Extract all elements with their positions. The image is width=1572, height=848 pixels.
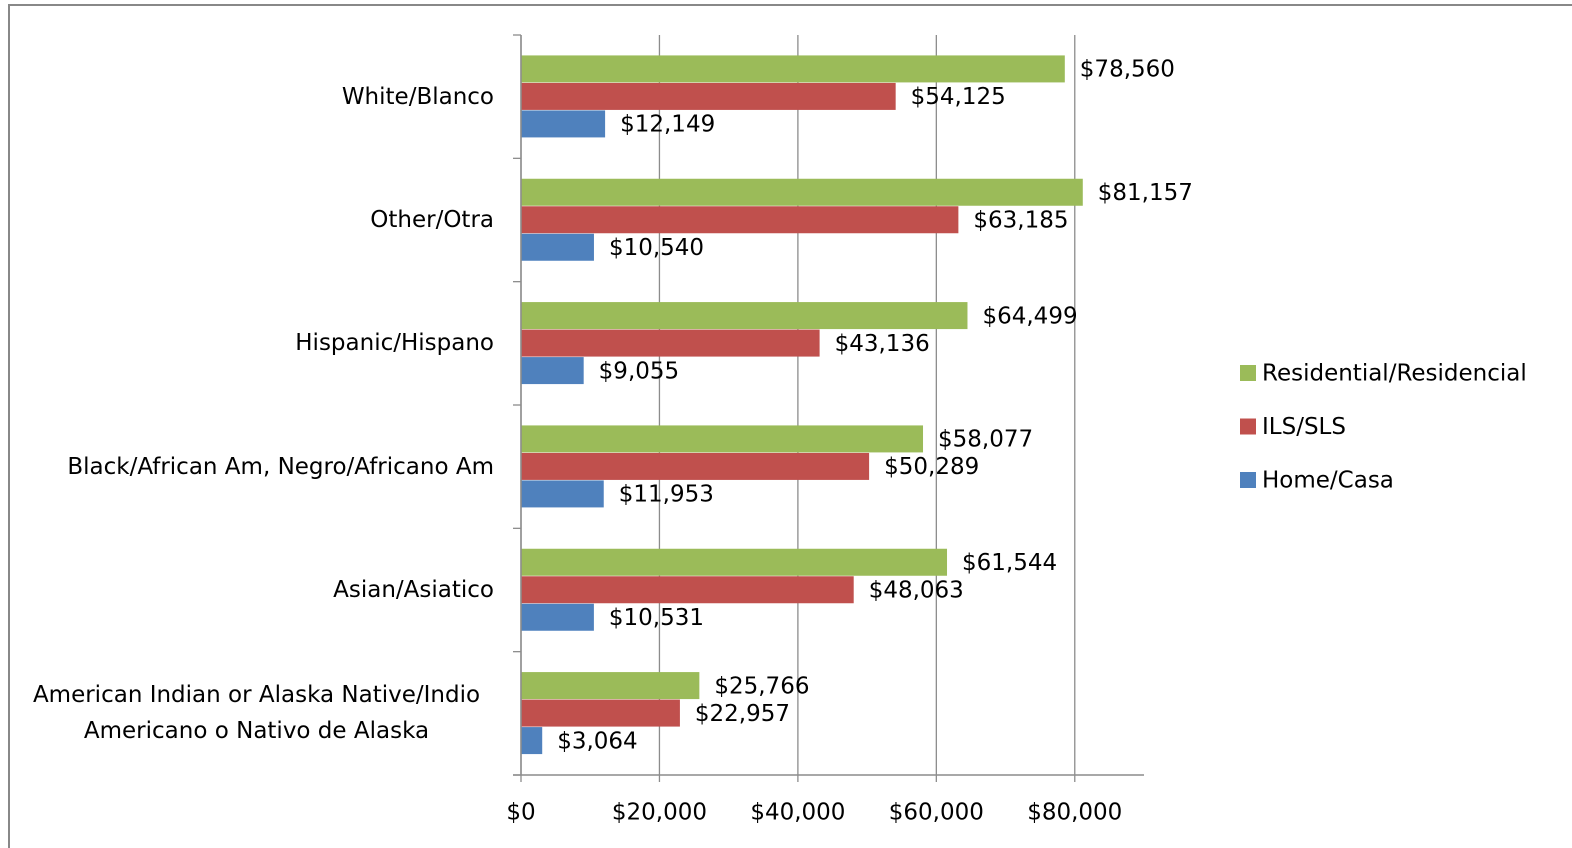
bar	[521, 110, 606, 138]
y-tick-label: Asian/Asiatico	[333, 577, 494, 603]
data-label: $50,289	[884, 454, 979, 480]
data-label: $43,136	[835, 331, 930, 357]
data-label: $10,531	[609, 605, 704, 631]
category-label-box: Hispanic/Hispano	[14, 293, 494, 393]
category-label-box: American Indian or Alaska Native/Indio A…	[14, 663, 494, 763]
x-tick-label: $40,000	[750, 800, 845, 826]
bar	[521, 178, 1083, 206]
data-label: $61,544	[962, 550, 1057, 576]
y-tick-label: Hispanic/Hispano	[295, 330, 494, 357]
data-label: $25,766	[714, 673, 809, 699]
legend-label: Residential/Residencial	[1262, 361, 1527, 387]
bar	[521, 357, 584, 385]
data-label: $58,077	[938, 427, 1033, 453]
bar	[521, 206, 959, 234]
data-label: $22,957	[695, 701, 790, 727]
category-label-box: Black/African Am, Negro/Africano Am	[14, 417, 494, 517]
bar	[521, 699, 680, 727]
data-label: $81,157	[1098, 180, 1193, 206]
legend-label: Home/Casa	[1262, 468, 1394, 494]
bar	[521, 727, 543, 755]
legend-swatch	[1240, 365, 1256, 381]
data-label: $9,055	[599, 358, 679, 384]
category-label-box: Other/Otra	[14, 170, 494, 270]
data-label: $3,064	[557, 728, 637, 754]
y-tick-label: Other/Otra	[370, 207, 494, 233]
bar	[521, 452, 870, 480]
bar	[521, 55, 1065, 83]
data-label: $54,125	[911, 84, 1006, 110]
bar	[521, 548, 948, 576]
data-label: $78,560	[1080, 57, 1175, 83]
y-tick-label: Black/African Am, Negro/Africano Am	[67, 453, 494, 480]
data-label: $12,149	[620, 112, 715, 138]
x-tick-label: $0	[506, 800, 535, 826]
y-tick-label: White/Blanco	[341, 83, 494, 110]
x-tick-label: $80,000	[1027, 800, 1122, 826]
bar	[521, 425, 924, 453]
y-tick-label: American Indian or Alaska Native/Indio A…	[32, 682, 481, 745]
data-label: $64,499	[982, 303, 1077, 329]
bar	[521, 480, 604, 508]
chart-frame	[8, 4, 1572, 848]
data-label: $10,540	[609, 235, 704, 261]
bar	[521, 82, 896, 110]
bar	[521, 576, 854, 604]
data-label: $63,185	[973, 208, 1068, 234]
bar	[521, 302, 968, 330]
category-label-box: Asian/Asiatico	[14, 540, 494, 640]
bar	[521, 233, 594, 261]
legend-label: ILS/SLS	[1262, 414, 1346, 440]
legend-swatch	[1240, 472, 1256, 488]
bar	[521, 672, 700, 700]
data-label: $11,953	[619, 482, 714, 508]
legend-swatch	[1240, 418, 1256, 435]
bar	[521, 329, 820, 357]
category-label-box: White/Blanco	[14, 47, 494, 147]
bar	[521, 603, 594, 631]
x-tick-label: $60,000	[889, 800, 984, 826]
x-tick-label: $20,000	[612, 800, 707, 826]
data-label: $48,063	[869, 578, 964, 604]
